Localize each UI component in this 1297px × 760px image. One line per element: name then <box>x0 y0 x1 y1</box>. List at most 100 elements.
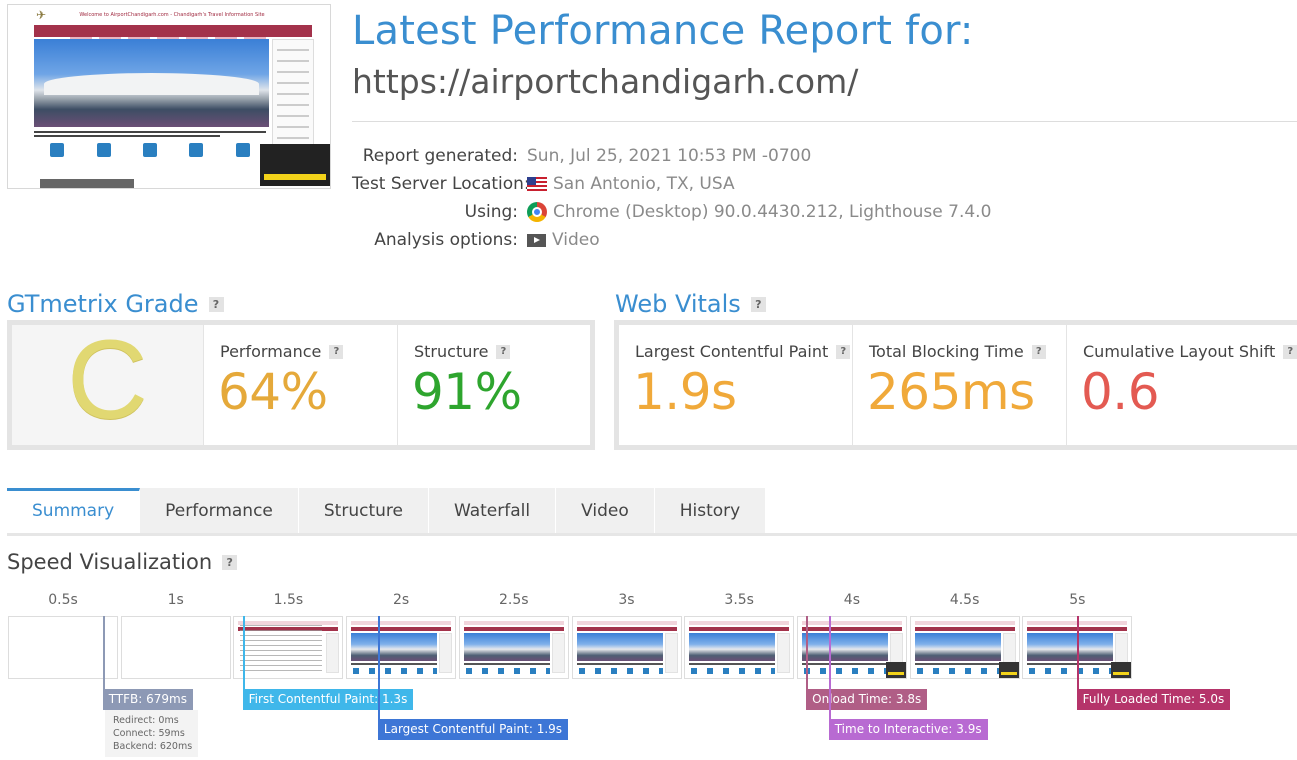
cls-cell: Cumulative Layout Shift? 0.6 <box>1067 325 1297 445</box>
performance-value: 64% <box>218 363 328 421</box>
ttfb-breakdown: Redirect: 0ms Connect: 59ms Backend: 620… <box>105 710 198 757</box>
thumbnail-icons <box>34 143 266 169</box>
timeline-tick: 1.5s <box>273 592 304 608</box>
meta-label: Analysis options: <box>374 230 518 250</box>
onload-time-marker-line <box>806 616 809 689</box>
help-icon[interactable]: ? <box>208 296 224 312</box>
largest-contentful-paint-marker-label: Largest Contentful Paint: 1.9s <box>377 719 569 740</box>
cls-label: Cumulative Layout Shift? <box>1083 342 1297 361</box>
cls-value: 0.6 <box>1081 363 1160 421</box>
report-tabs: Summary Performance Structure Waterfall … <box>7 488 767 534</box>
timeline-ticks: 0.5s 1s 1.5s 2s 2.5s 3s 3.5s 4s 4.5s 5s <box>7 592 1134 610</box>
us-flag-icon <box>527 177 547 191</box>
filmstrip-frame[interactable] <box>120 616 231 679</box>
thumbnail-text <box>34 129 266 139</box>
filmstrip-frame[interactable] <box>796 616 907 679</box>
tab-video[interactable]: Video <box>556 488 655 534</box>
report-url[interactable]: https://airportchandigarh.com/ <box>352 62 859 101</box>
meta-test-server-location: Test Server Location: San Antonio, TX, U… <box>352 170 1052 198</box>
structure-label: Structure? <box>414 342 511 361</box>
filmstrip-frame[interactable] <box>909 616 1020 679</box>
report-meta: Report generated: Sun, Jul 25, 2021 10:5… <box>352 142 1052 254</box>
meta-label: Report generated: <box>362 146 518 166</box>
performance-label: Performance? <box>220 342 344 361</box>
help-icon[interactable]: ? <box>496 344 511 359</box>
help-icon[interactable]: ? <box>1283 344 1297 359</box>
first-contentful-paint-marker-line <box>242 616 245 689</box>
report-title: Latest Performance Report for: <box>352 8 974 54</box>
meta-report-generated: Report generated: Sun, Jul 25, 2021 10:5… <box>352 142 1052 170</box>
tabs-divider <box>7 533 1297 536</box>
thumbnail-cookie-banner <box>260 144 330 186</box>
timeline-tick: 1s <box>167 592 184 608</box>
timeline-tick: 2s <box>392 592 410 608</box>
page-screenshot-thumbnail[interactable]: ✈ Welcome to AirportChandigarh.com - Cha… <box>7 4 331 189</box>
meta-analysis-options: Analysis options: Video <box>352 226 1052 254</box>
lcp-label: Largest Contentful Paint? <box>635 342 851 361</box>
timeline-tick: 0.5s <box>48 592 78 608</box>
filmstrip-frame[interactable] <box>571 616 682 679</box>
web-vitals-panel: Largest Contentful Paint? 1.9s Total Blo… <box>614 320 1297 450</box>
header-divider <box>352 121 1297 122</box>
tab-structure[interactable]: Structure <box>298 488 429 534</box>
fully-loaded-time-marker-line <box>1076 616 1079 689</box>
timeline-tick: 4.5s <box>949 592 980 608</box>
ttfb-connect: Connect: 59ms <box>113 728 185 739</box>
tbt-label: Total Blocking Time? <box>869 342 1046 361</box>
thumbnail-footer <box>40 179 134 188</box>
tbt-value: 265ms <box>867 363 1035 421</box>
onload-time-marker-label: Onload Time: 3.8s <box>806 689 928 710</box>
meta-using: Using: Chrome (Desktop) 90.0.4430.212, L… <box>352 198 1052 226</box>
filmstrip-frame[interactable] <box>233 616 344 679</box>
help-icon[interactable]: ? <box>750 296 766 312</box>
time-to-interactive-marker-label: Time to Interactive: 3.9s <box>828 719 988 740</box>
timeline-tick: 3s <box>618 592 635 608</box>
lcp-value: 1.9s <box>633 363 737 421</box>
help-icon[interactable]: ? <box>836 344 851 359</box>
tbt-cell: Total Blocking Time? 265ms <box>853 325 1067 445</box>
ttfb-redirect: Redirect: 0ms <box>113 715 179 726</box>
help-icon[interactable]: ? <box>1031 344 1046 359</box>
help-icon[interactable]: ? <box>329 344 344 359</box>
meta-value: San Antonio, TX, USA <box>527 174 735 194</box>
grade-letter: C <box>67 317 148 442</box>
timeline-tick: 3.5s <box>724 592 754 608</box>
filmstrip-frame[interactable] <box>8 616 118 679</box>
performance-cell: Performance? 64% <box>204 325 398 445</box>
first-contentful-paint-marker-label: First Contentful Paint: 1.3s <box>242 689 414 710</box>
filmstrip-frame[interactable] <box>684 616 795 679</box>
meta-label: Test Server Location: <box>352 174 530 194</box>
video-icon <box>527 233 546 247</box>
meta-label: Using: <box>464 202 518 222</box>
lcp-cell: Largest Contentful Paint? 1.9s <box>619 325 853 445</box>
largest-contentful-paint-marker-line <box>377 616 380 719</box>
tab-summary[interactable]: Summary <box>7 488 141 534</box>
timeline-tick: 4s <box>843 592 860 608</box>
filmstrip <box>7 616 1134 679</box>
fully-loaded-time-marker-label: Fully Loaded Time: 5.0s <box>1076 689 1231 710</box>
grade-cell: C <box>12 317 204 445</box>
web-vitals-heading: Web Vitals ? <box>615 290 766 318</box>
meta-value: Video <box>527 230 600 250</box>
meta-value: Sun, Jul 25, 2021 10:53 PM -0700 <box>527 146 812 166</box>
meta-value: Chrome (Desktop) 90.0.4430.212, Lighthou… <box>527 202 991 222</box>
site-logo-icon: ✈ <box>36 8 47 22</box>
structure-cell: Structure? 91% <box>398 325 590 445</box>
thumbnail-banner: Welcome to AirportChandigarh.com - Chand… <box>79 12 265 18</box>
ttfb-marker-line <box>102 616 105 689</box>
thumbnail-quick-links <box>272 39 314 161</box>
tab-performance[interactable]: Performance <box>140 488 299 534</box>
tab-waterfall[interactable]: Waterfall <box>428 488 557 534</box>
ttfb-backend: Backend: 620ms <box>113 741 193 752</box>
filmstrip-frame[interactable] <box>458 616 569 679</box>
ttfb-marker-label: TTFB: 679ms <box>102 689 193 710</box>
gtmetrix-grade-heading: GTmetrix Grade ? <box>7 290 224 318</box>
help-icon[interactable]: ? <box>222 554 238 570</box>
tab-history[interactable]: History <box>654 488 767 534</box>
chrome-icon <box>527 202 547 222</box>
thumbnail-nav <box>34 25 312 40</box>
structure-value: 91% <box>412 363 522 421</box>
filmstrip-frame[interactable] <box>346 616 457 679</box>
timeline-tick: 5s <box>1069 592 1086 608</box>
speed-visualization-heading: Speed Visualization ? <box>7 550 238 574</box>
